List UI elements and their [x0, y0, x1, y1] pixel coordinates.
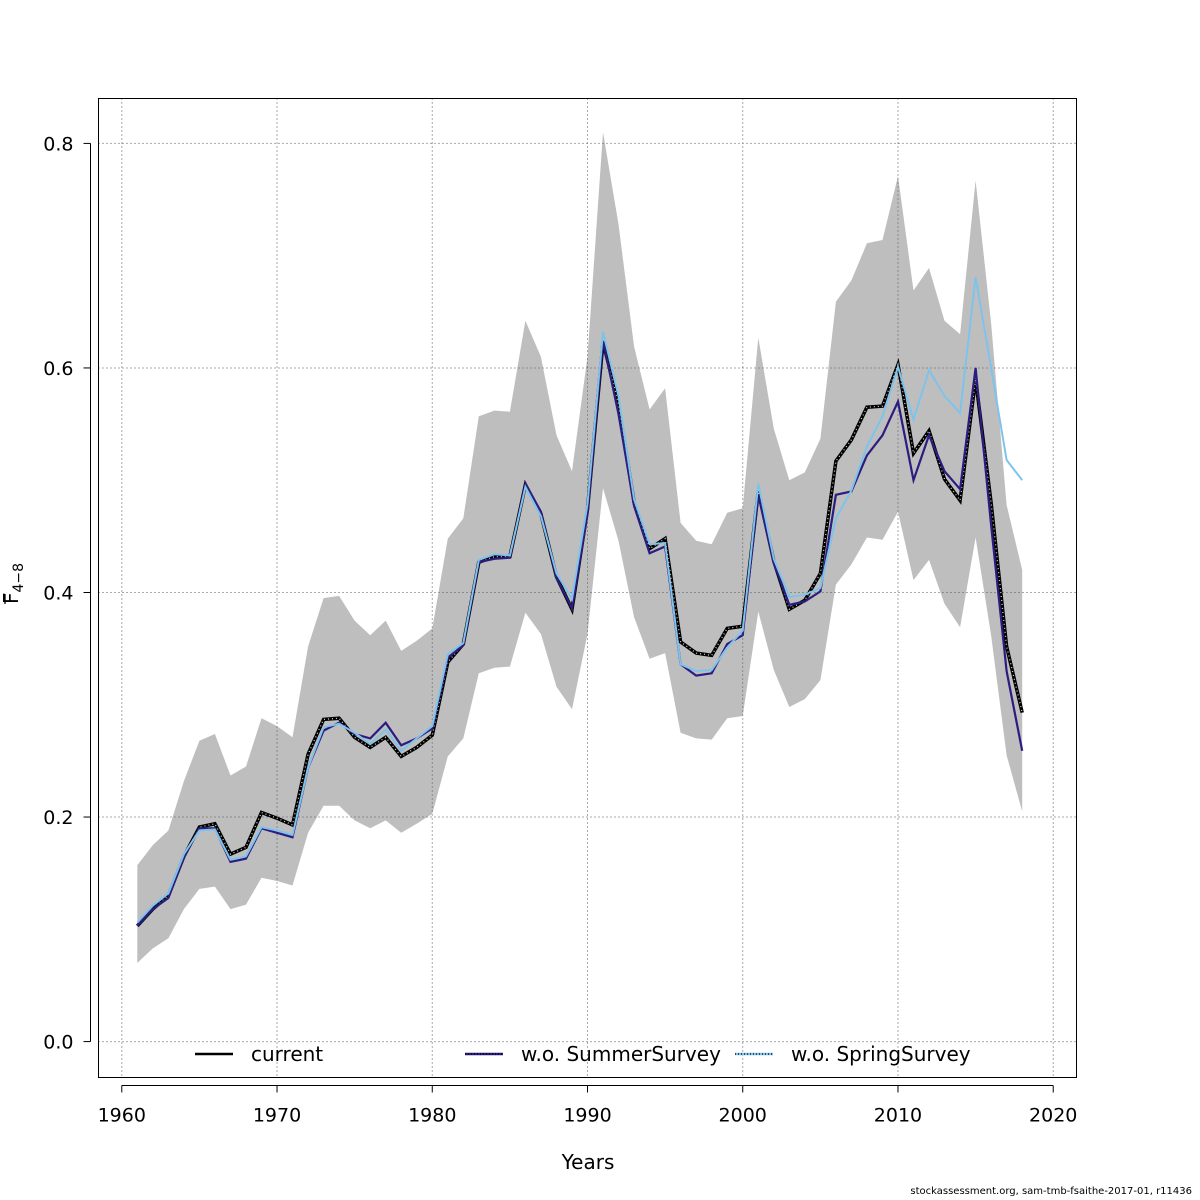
series-line-current-dots	[136, 341, 1023, 927]
x-tick-label: 2010	[874, 1105, 922, 1127]
x-tick-label: 1990	[563, 1105, 611, 1127]
x-tick-label: 1970	[253, 1105, 301, 1127]
series-line-wo-springsurvey	[136, 276, 1023, 924]
legend: current w.o. SummerSurvey w.o. SpringSurve…	[195, 1042, 971, 1066]
legend-label: w.o. SummerSurvey	[521, 1042, 721, 1066]
x-tick-label: 1980	[408, 1105, 456, 1127]
footer-text: stockassessment.org, sam-tmb-fsaithe-201…	[910, 1186, 1192, 1197]
y-tick-label: 0.4	[43, 582, 73, 604]
y-tick-label: 0.0	[43, 1032, 73, 1054]
x-tick-label: 2020	[1029, 1105, 1077, 1127]
y-tick-label: 0.6	[43, 358, 73, 380]
x-tick-label: 2000	[719, 1105, 767, 1127]
svg-text:F4−8: F4−8	[0, 563, 27, 604]
plot-frame	[98, 98, 1077, 1078]
x-axis-title: Years	[561, 1150, 615, 1174]
legend-label: w.o. SpringSurvey	[791, 1042, 971, 1066]
y-axis-title: F4−8	[0, 563, 27, 604]
x-tick-label: 1960	[98, 1105, 146, 1127]
y-tick-label: 0.2	[43, 807, 73, 829]
y-tick-label: 0.8	[43, 133, 73, 155]
y-axis-title-main: F	[0, 592, 23, 604]
legend-item-wo-summersurvey: w.o. SummerSurvey	[465, 1042, 721, 1066]
legend-item-current: current	[195, 1042, 323, 1066]
y-axis-title-sub: 4−8	[11, 563, 27, 593]
legend-item-wo-springsurvey: w.o. SpringSurvey	[735, 1042, 971, 1066]
legend-label: current	[251, 1042, 323, 1066]
series-line-wo-summersurvey	[136, 340, 1024, 927]
